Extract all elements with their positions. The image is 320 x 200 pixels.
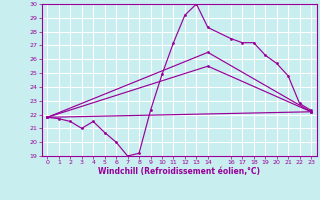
X-axis label: Windchill (Refroidissement éolien,°C): Windchill (Refroidissement éolien,°C) (98, 167, 260, 176)
